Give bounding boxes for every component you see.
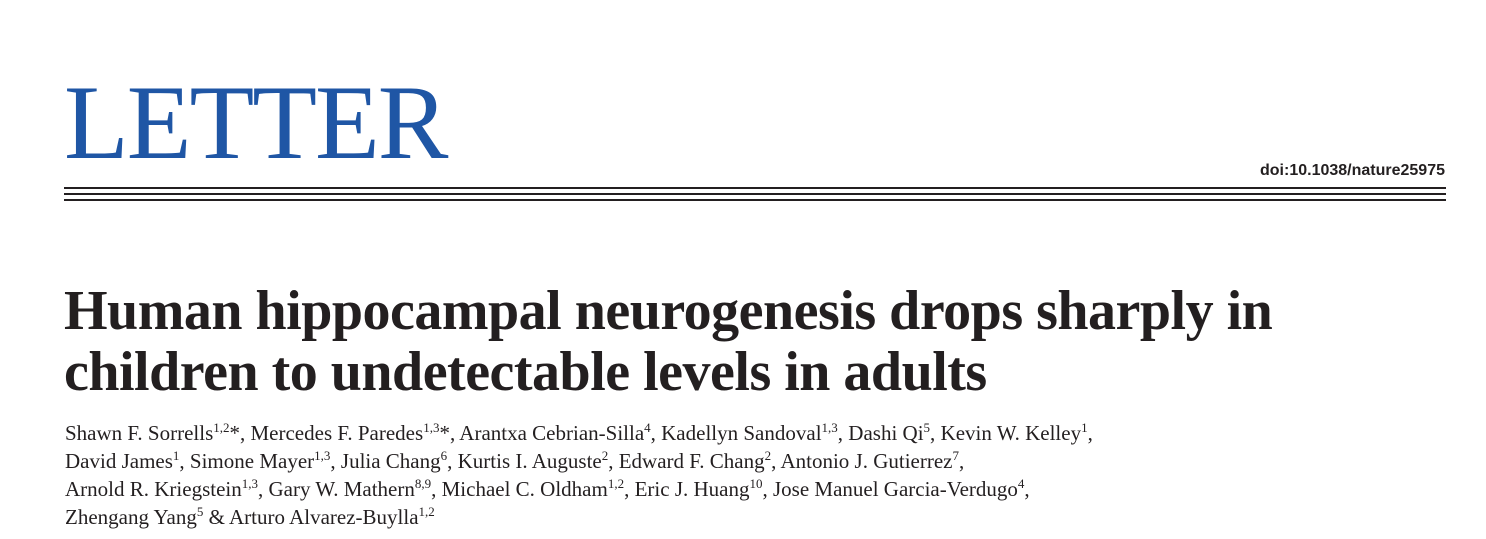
author-separator: ,	[330, 449, 341, 473]
author-name[interactable]: Zhengang Yang	[65, 505, 197, 529]
author-name[interactable]: Kadellyn Sandoval	[661, 421, 822, 445]
affiliation-marker[interactable]: 5	[196, 504, 204, 519]
author-separator: ,	[650, 421, 662, 445]
affiliation-marker[interactable]: 8,9	[414, 476, 432, 491]
author-name[interactable]: Antonio J. Gutierrez	[780, 449, 953, 473]
affiliation-marker[interactable]: 1,3	[314, 448, 331, 463]
affiliation-marker[interactable]: 1	[1081, 420, 1088, 435]
affiliation-marker[interactable]: 1,2	[607, 476, 625, 491]
author-name[interactable]: Simone Mayer	[189, 449, 315, 473]
author-name[interactable]: David James	[65, 449, 173, 473]
author-separator: ,	[447, 449, 458, 473]
author-separator: ,	[608, 449, 619, 473]
author-separator: &	[203, 505, 230, 529]
author-separator: ,	[837, 421, 849, 445]
author-separator: *,	[229, 421, 251, 445]
author-separator: ,	[1024, 477, 1030, 501]
affiliation-marker[interactable]: 2	[601, 448, 609, 463]
author-name[interactable]: Dashi Qi	[848, 421, 924, 445]
affiliation-marker[interactable]: 1,2	[418, 504, 435, 519]
author-name[interactable]: Arturo Alvarez-Buylla	[229, 505, 419, 529]
affiliation-marker[interactable]: 1,2	[213, 420, 230, 435]
author-line: Arnold R. Kriegstein1,3, Gary W. Mathern…	[65, 475, 1465, 503]
affiliation-marker[interactable]: 1,3	[821, 420, 838, 435]
section-label: LETTER	[64, 64, 448, 181]
doi[interactable]: doi:10.1038/nature25975	[1260, 162, 1445, 179]
author-name[interactable]: Mercedes F. Paredes	[250, 421, 424, 445]
header-rule	[64, 193, 1446, 195]
author-name[interactable]: Eric J. Huang	[634, 477, 750, 501]
affiliation-marker[interactable]: 10	[749, 476, 763, 491]
author-line: David James1, Simone Mayer1,3, Julia Cha…	[65, 447, 1465, 475]
author-name[interactable]: Kurtis I. Auguste	[457, 449, 602, 473]
author-name[interactable]: Kevin W. Kelley	[940, 421, 1082, 445]
article-title: Human hippocampal neurogenesis drops sha…	[64, 281, 1464, 403]
author-separator: ,	[771, 449, 781, 473]
author-line: Shawn F. Sorrells1,2*, Mercedes F. Pared…	[65, 419, 1465, 447]
author-separator: ,	[624, 477, 635, 501]
author-name[interactable]: Shawn F. Sorrells	[65, 421, 214, 445]
author-name[interactable]: Michael C. Oldham	[441, 477, 608, 501]
title-line: Human hippocampal neurogenesis drops sha…	[64, 280, 1273, 342]
author-name[interactable]: Arnold R. Kriegstein	[65, 477, 242, 501]
author-separator: ,	[930, 421, 941, 445]
author-line: Zhengang Yang5 & Arturo Alvarez-Buylla1,…	[65, 503, 1465, 531]
affiliation-marker[interactable]: 2	[764, 448, 772, 463]
author-name[interactable]: Edward F. Chang	[618, 449, 765, 473]
author-separator: *,	[439, 421, 460, 445]
author-name[interactable]: Gary W. Mathern	[268, 477, 415, 501]
affiliation-marker[interactable]: 1,3	[423, 420, 440, 435]
author-separator: ,	[1087, 421, 1093, 445]
author-separator: ,	[762, 477, 773, 501]
author-list: Shawn F. Sorrells1,2*, Mercedes F. Pared…	[65, 419, 1465, 531]
affiliation-marker[interactable]: 6	[440, 448, 448, 463]
affiliation-marker[interactable]: 1	[172, 448, 180, 463]
affiliation-marker[interactable]: 7	[952, 448, 960, 463]
affiliation-marker[interactable]: 4	[1017, 476, 1025, 491]
author-name[interactable]: Jose Manuel Garcia-Verdugo	[772, 477, 1018, 501]
affiliation-marker[interactable]: 5	[923, 420, 931, 435]
header-rule	[64, 187, 1446, 189]
affiliation-marker[interactable]: 1,3	[241, 476, 258, 491]
author-separator: ,	[431, 477, 442, 501]
title-line: children to undetectable levels in adult…	[64, 341, 987, 403]
author-separator: ,	[257, 477, 269, 501]
author-name[interactable]: Arantxa Cebrian-Silla	[459, 421, 645, 445]
header-rule	[64, 199, 1446, 201]
author-separator: ,	[959, 449, 965, 473]
affiliation-marker[interactable]: 4	[644, 420, 651, 435]
author-separator: ,	[179, 449, 190, 473]
author-name[interactable]: Julia Chang	[340, 449, 441, 473]
